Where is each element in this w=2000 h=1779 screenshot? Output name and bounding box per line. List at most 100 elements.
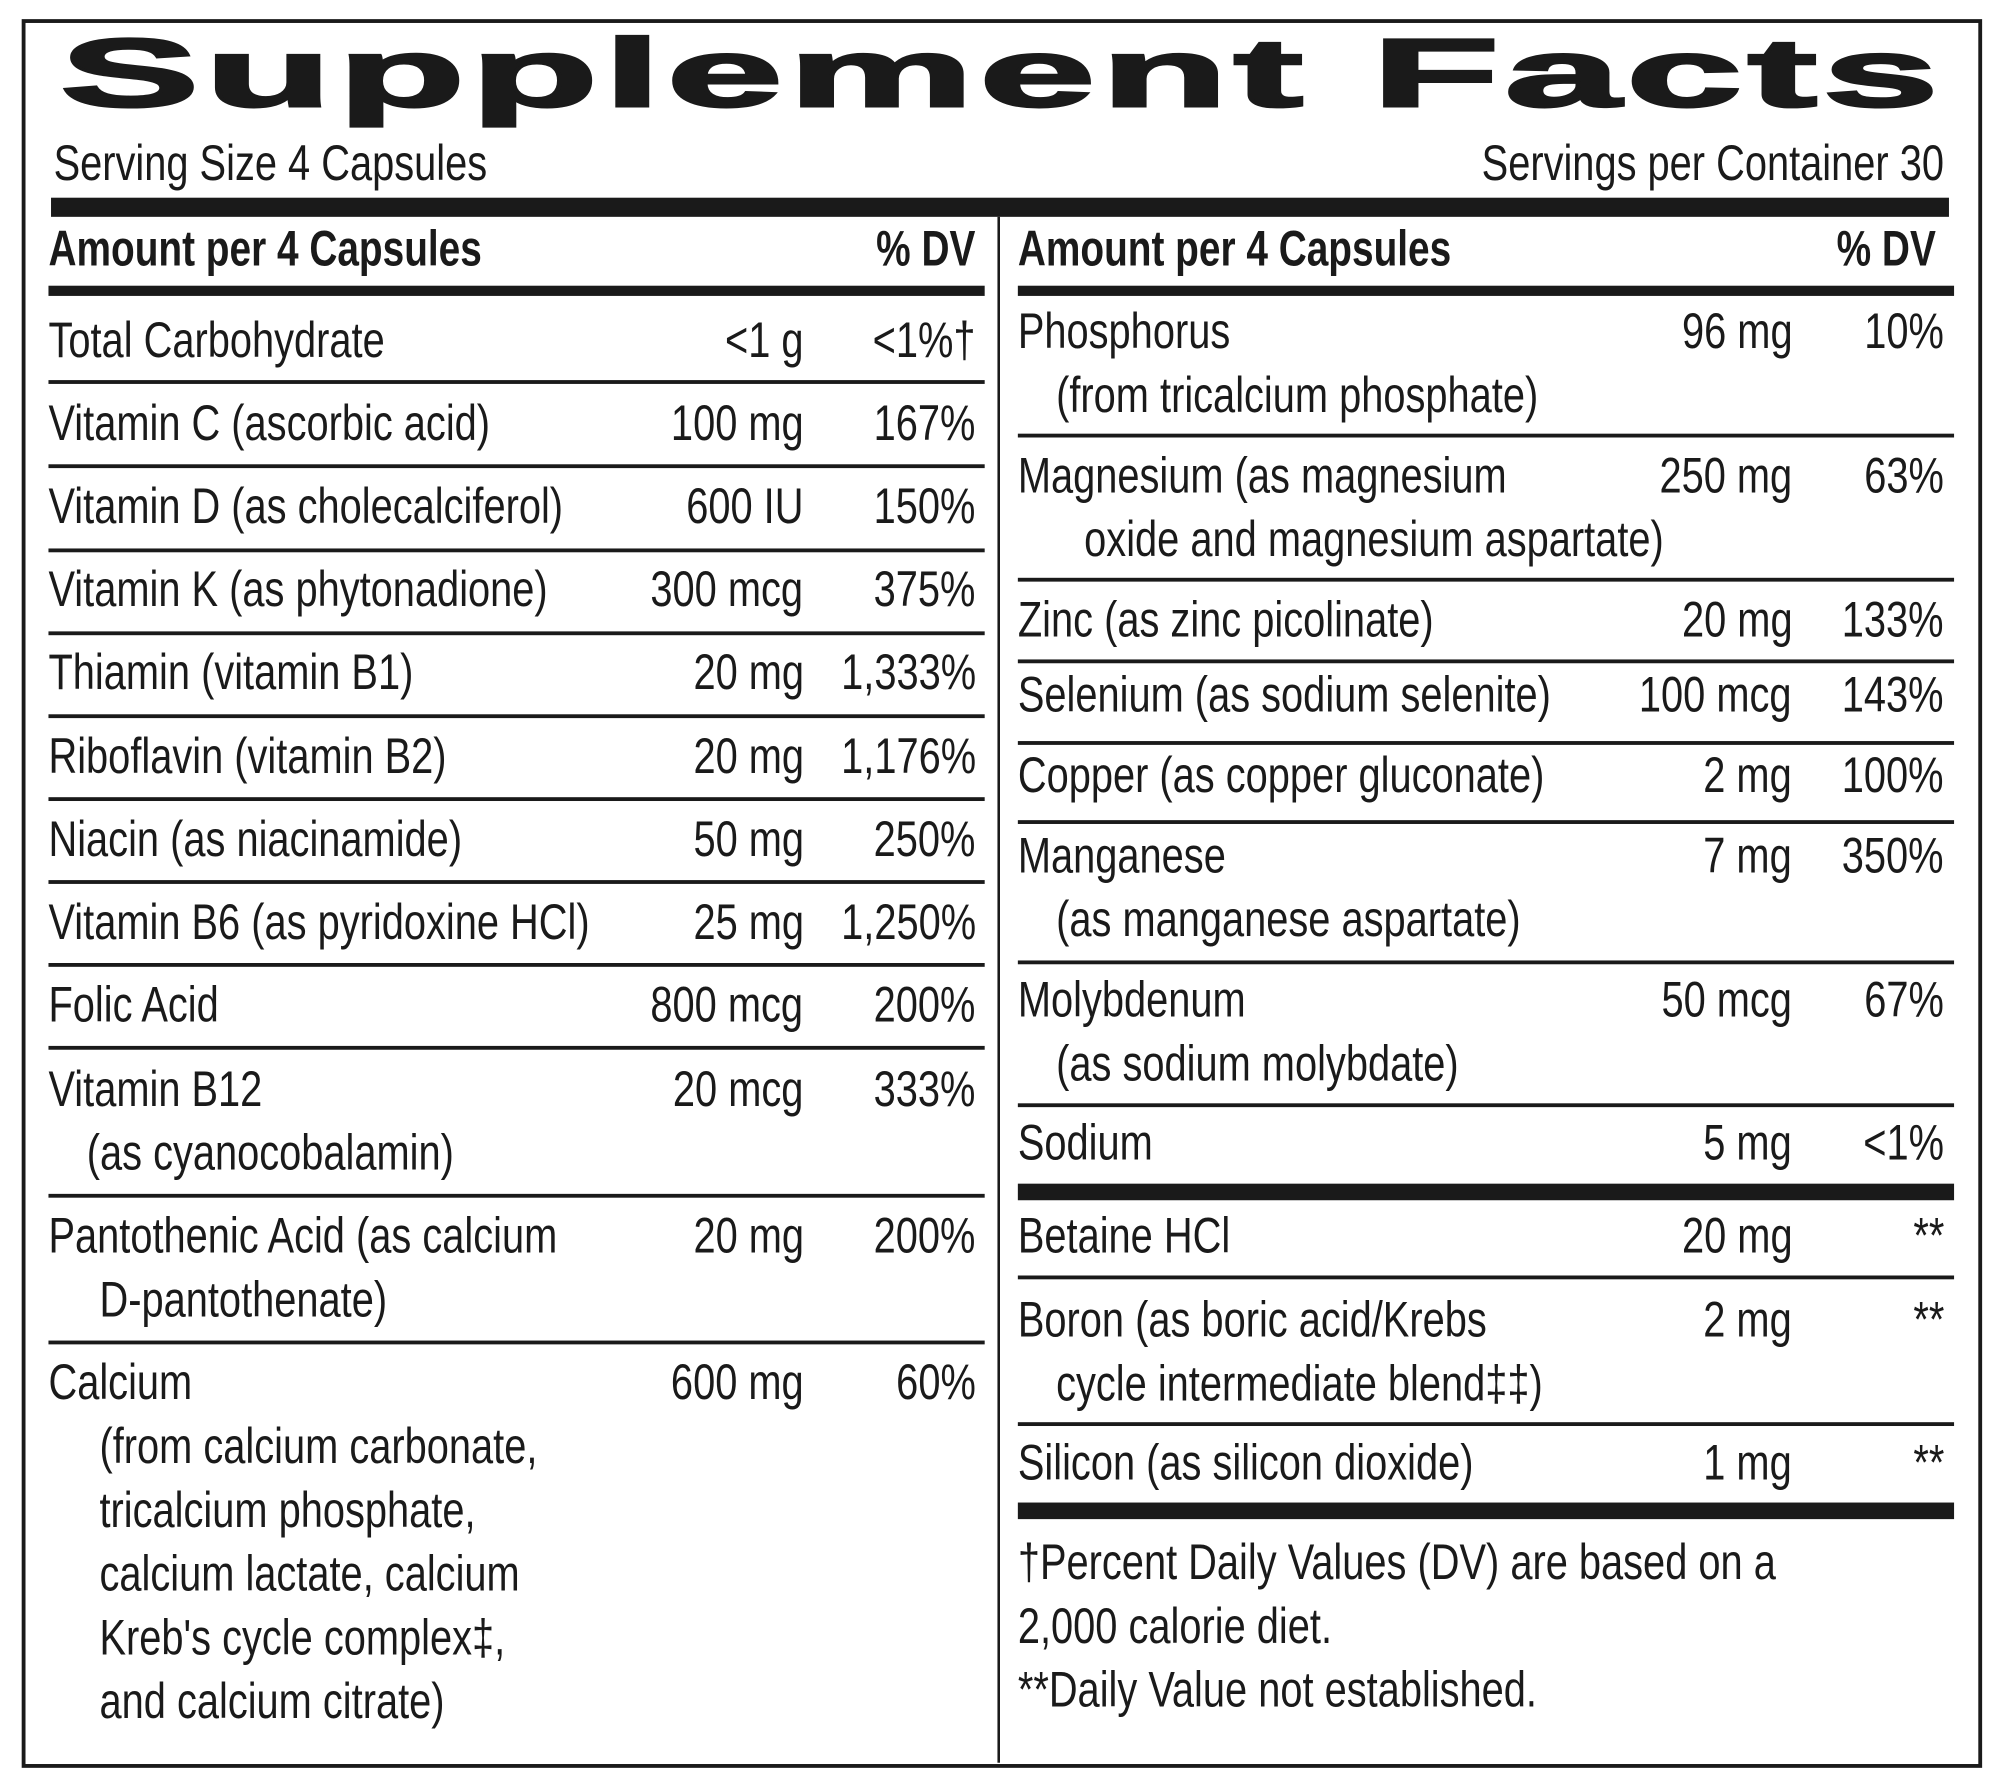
row-divider (1017, 1183, 1955, 1201)
nutrient-amount: 20 mg (692, 1209, 804, 1265)
row-divider (48, 797, 985, 802)
nutrient-amount: 20 mg (1681, 593, 1793, 648)
servings-per-container: Servings per Container 30 (1481, 136, 1944, 192)
nutrient-amount: 20 mg (692, 645, 804, 701)
nutrient-dv: 350% (1842, 829, 1944, 884)
nutrient-name: Zinc (as zinc picolinate) (1017, 593, 1434, 648)
nutrient-dv: ** (1912, 1209, 1944, 1265)
nutrient-dv: ** (1912, 1436, 1944, 1492)
nutrient-amount: 7 mg (1703, 829, 1793, 884)
nutrient-dv: 200% (873, 1209, 976, 1265)
nutrient-amount: 250 mg (1659, 448, 1793, 504)
nutrient-source: (as sodium molybdate) (1056, 1036, 1459, 1092)
nutrient-name: Total Carbohydrate (48, 313, 385, 369)
nutrient-name: Boron (as boric acid/Krebs (1017, 1293, 1487, 1349)
row-divider (48, 1193, 985, 1198)
nutrient-source: Kreb's cycle complex‡, (99, 1610, 506, 1666)
nutrient-name: Phosphorus (1017, 304, 1231, 360)
row-divider (1017, 820, 1955, 824)
nutrient-name: Molybdenum (1017, 973, 1246, 1029)
nutrient-amount: 100 mcg (1639, 668, 1793, 724)
nutrient-dv: 167% (873, 396, 976, 452)
nutrient-name: Niacin (as niacinamide) (48, 812, 463, 868)
row-divider (1017, 659, 1955, 664)
nutrient-source: oxide and magnesium aspartate) (1084, 512, 1664, 568)
nutrient-amount: 800 mcg (650, 978, 804, 1034)
nutrient-amount: 5 mg (1703, 1116, 1793, 1171)
row-divider (48, 631, 985, 636)
nutrient-name: Sodium (1017, 1116, 1153, 1171)
row-divider (1017, 577, 1955, 582)
nutrient-name: Pantothenic Acid (as calcium (48, 1209, 558, 1265)
label-title: Supplement Facts (57, 18, 1944, 128)
nutrient-source: (from calcium carbonate, (99, 1419, 538, 1475)
right-header-dv: % DV (1837, 221, 1937, 277)
nutrient-amount: 100 mg (670, 396, 804, 452)
left-header-dv: % DV (876, 221, 976, 277)
nutrient-source: (as cyanocobalamin) (86, 1126, 454, 1182)
nutrient-name: Selenium (as sodium selenite) (1017, 668, 1551, 724)
nutrient-amount: 300 mcg (650, 562, 804, 618)
nutrient-dv: 67% (1864, 973, 1944, 1029)
row-divider (48, 285, 985, 296)
nutrient-amount: 1 mg (1703, 1436, 1793, 1492)
serving-size: Serving Size 4 Capsules (53, 136, 488, 192)
label-border (21, 19, 1983, 1768)
nutrient-name: Betaine HCl (1017, 1209, 1231, 1265)
nutrient-source: (from tricalcium phosphate) (1056, 368, 1539, 424)
nutrient-amount: 20 mg (692, 729, 804, 785)
nutrient-amount: 20 mcg (673, 1062, 804, 1118)
nutrient-dv: 133% (1842, 593, 1944, 648)
nutrient-dv: 63% (1864, 448, 1944, 504)
footnote: **Daily Value not established. (1017, 1663, 1537, 1719)
nutrient-amount: 25 mg (692, 895, 804, 951)
nutrient-amount: 600 IU (686, 479, 804, 535)
nutrient-source: tricalcium phosphate, (99, 1483, 476, 1539)
nutrient-dv: 250% (873, 812, 976, 868)
nutrient-name: Riboflavin (vitamin B2) (48, 729, 447, 785)
nutrient-name: Vitamin C (ascorbic acid) (48, 396, 491, 452)
left-header-amount: Amount per 4 Capsules (48, 221, 482, 277)
nutrient-dv: 60% (896, 1355, 976, 1411)
row-divider (48, 714, 985, 719)
nutrient-amount: 600 mg (670, 1355, 804, 1411)
nutrient-dv: 143% (1842, 668, 1944, 724)
nutrient-name: Vitamin K (as phytonadione) (48, 562, 548, 618)
footnote: †Percent Daily Values (DV) are based on … (1017, 1535, 1776, 1591)
nutrient-source: D-pantothenate) (99, 1272, 388, 1328)
nutrient-amount: 96 mg (1681, 304, 1793, 360)
row-divider (1017, 1103, 1955, 1108)
row-divider (1017, 1502, 1955, 1520)
row-divider (1017, 1422, 1955, 1427)
nutrient-amount: 50 mcg (1661, 973, 1793, 1029)
row-divider (1017, 285, 1955, 296)
nutrient-name: Thiamin (vitamin B1) (48, 645, 414, 701)
nutrient-dv: <1% (1863, 1116, 1944, 1171)
nutrient-dv: 10% (1864, 304, 1944, 360)
nutrient-source: and calcium citrate) (99, 1674, 445, 1730)
row-divider (1017, 960, 1955, 965)
row-divider (48, 548, 985, 553)
nutrient-source: cycle intermediate blend‡‡) (1056, 1357, 1543, 1412)
row-divider (48, 963, 985, 967)
row-divider (48, 1340, 985, 1345)
column-divider (997, 216, 1000, 1763)
row-divider (48, 464, 985, 469)
nutrient-name: Magnesium (as magnesium (1017, 448, 1507, 504)
nutrient-dv: 150% (873, 479, 976, 535)
nutrient-dv: 100% (1842, 748, 1944, 804)
row-divider (48, 1045, 985, 1050)
nutrient-name: Vitamin B6 (as pyridoxine HCl) (48, 895, 590, 951)
row-divider (1017, 1275, 1955, 1280)
nutrient-name: Manganese (1017, 829, 1226, 884)
nutrient-name: Folic Acid (48, 978, 219, 1034)
nutrient-name: Silicon (as silicon dioxide) (1017, 1436, 1474, 1492)
nutrient-amount: <1 g (724, 313, 804, 369)
nutrient-dv: 375% (873, 562, 976, 618)
row-divider (1017, 741, 1955, 745)
nutrient-dv: 1,250% (840, 895, 976, 951)
right-header-amount: Amount per 4 Capsules (1017, 221, 1452, 277)
nutrient-amount: 2 mg (1703, 1293, 1793, 1349)
nutrient-name: Copper (as copper gluconate) (1017, 748, 1545, 804)
nutrient-dv: 1,333% (840, 645, 976, 701)
